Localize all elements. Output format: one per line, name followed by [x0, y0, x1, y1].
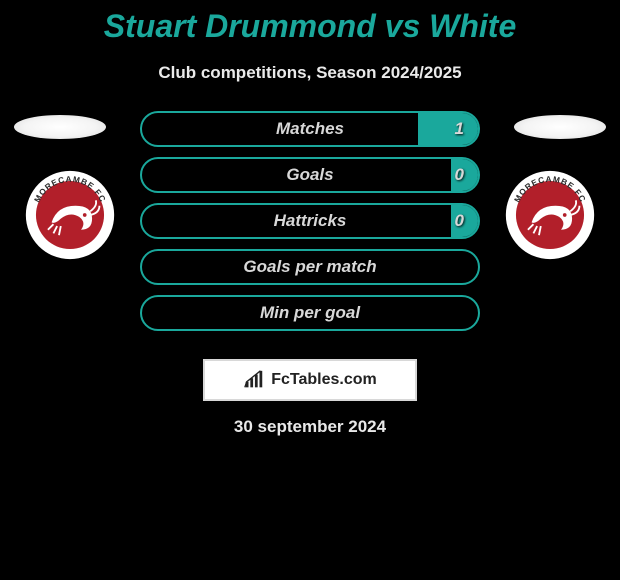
brand-box: FcTables.com — [203, 359, 417, 401]
stat-value-right: 0 — [455, 211, 464, 231]
stats-area: MORECAMBE FC MORECAMBE FC Matches 1 Goals 0… — [0, 111, 620, 341]
stat-label: Goals per match — [243, 257, 376, 277]
stat-row: Min per goal — [140, 295, 480, 331]
morecambe-crest-icon: MORECAMBE FC — [504, 169, 596, 261]
stat-row: Goals per match — [140, 249, 480, 285]
stat-label: Matches — [276, 119, 344, 139]
bar-chart-icon — [243, 369, 265, 391]
stat-rows: Matches 1 Goals 0 Hattricks 0 Goals per match M… — [140, 111, 480, 331]
morecambe-crest-icon: MORECAMBE FC — [24, 169, 116, 261]
page-title: Stuart Drummond vs White — [0, 0, 620, 45]
stat-fill-right — [418, 113, 478, 145]
stat-row: Matches 1 — [140, 111, 480, 147]
player-photo-placeholder-left — [14, 115, 106, 139]
stat-label: Goals — [286, 165, 333, 185]
club-crest-left: MORECAMBE FC — [24, 169, 116, 261]
brand-text: FcTables.com — [271, 371, 377, 389]
stat-value-right: 1 — [455, 119, 464, 139]
stat-row: Goals 0 — [140, 157, 480, 193]
club-crest-right: MORECAMBE FC — [504, 169, 596, 261]
stat-label: Hattricks — [274, 211, 347, 231]
player-photo-placeholder-right — [514, 115, 606, 139]
date-line: 30 september 2024 — [0, 417, 620, 437]
subtitle: Club competitions, Season 2024/2025 — [0, 63, 620, 83]
stat-row: Hattricks 0 — [140, 203, 480, 239]
stat-value-right: 0 — [455, 165, 464, 185]
stat-label: Min per goal — [260, 303, 360, 323]
